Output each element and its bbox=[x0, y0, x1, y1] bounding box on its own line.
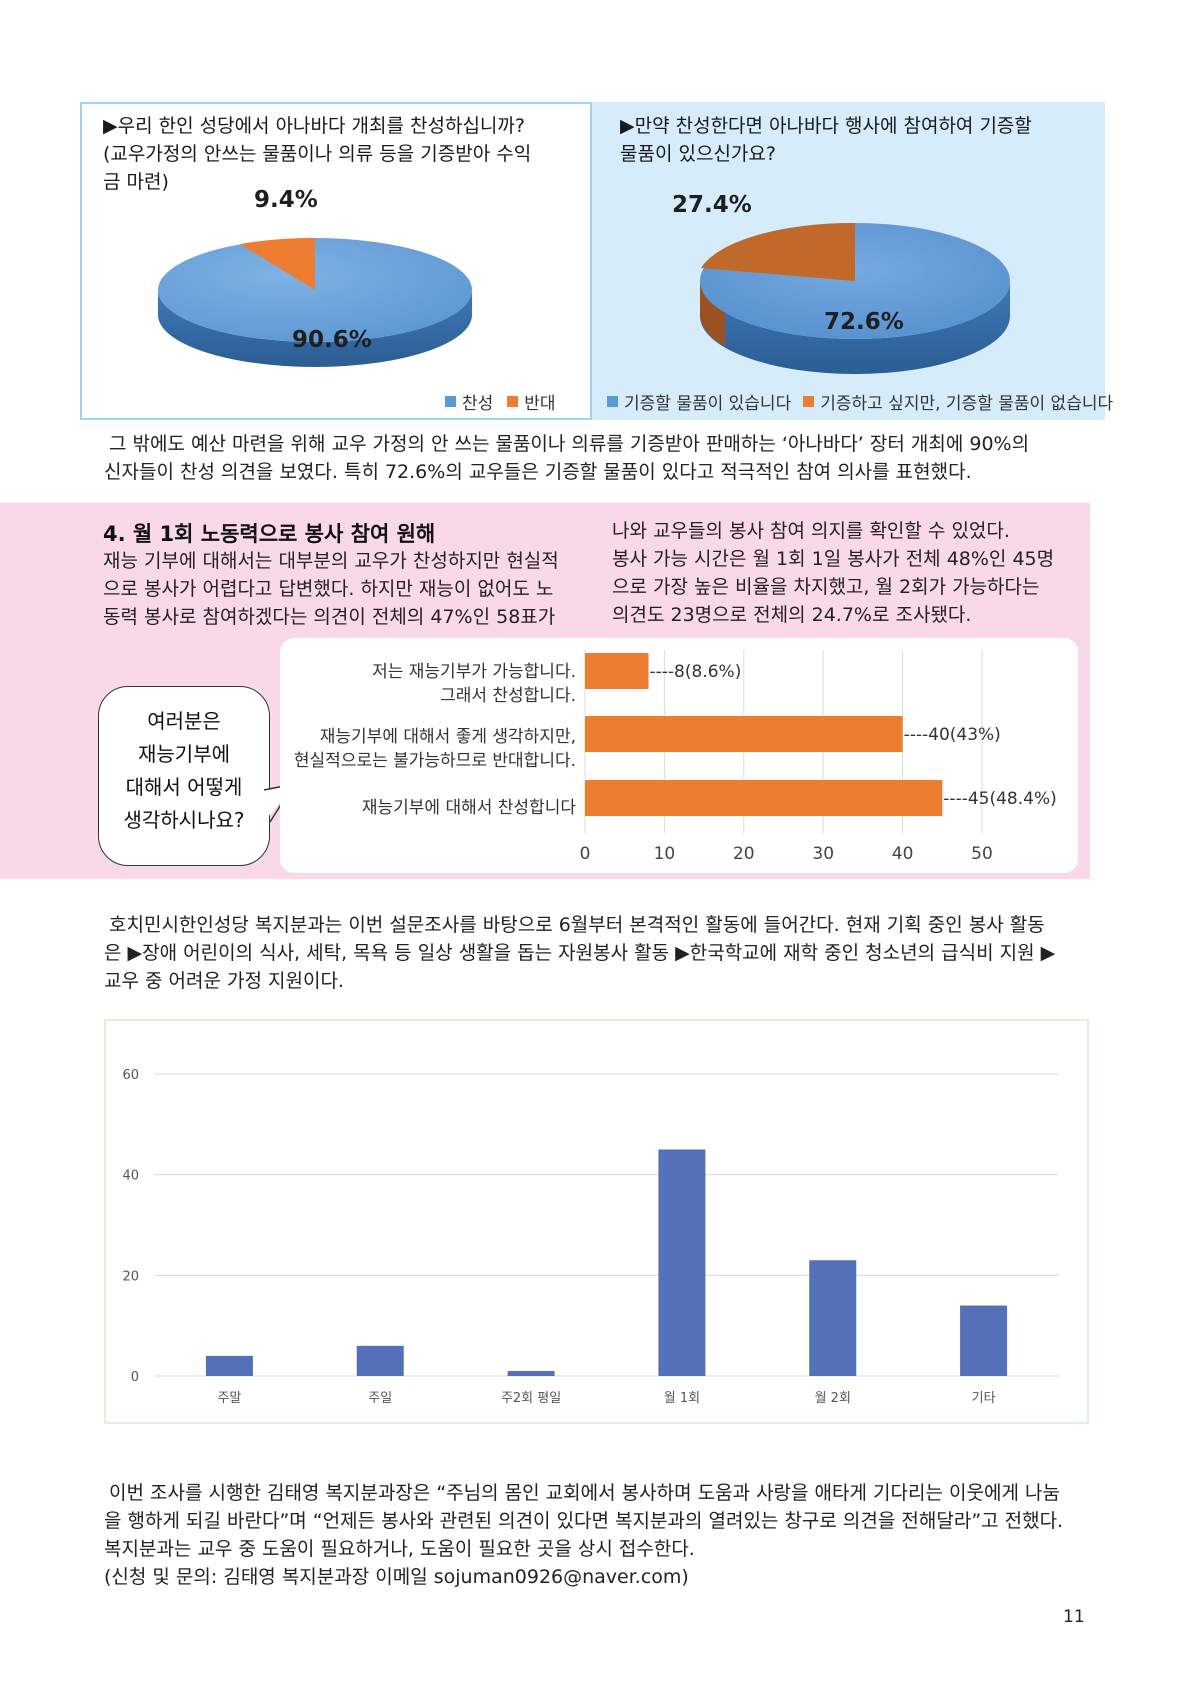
hbar-tick-label: 30 bbox=[812, 844, 834, 864]
survey2-question: ▶만약 찬성한다면 아나바다 행사에 참여하여 기증할 물품이 있으신가요? bbox=[620, 112, 1090, 168]
hbar-bar bbox=[585, 780, 943, 816]
bubble-line: 여러분은 bbox=[147, 709, 221, 733]
hbar-bar bbox=[585, 653, 649, 689]
hbar-tick-label: 0 bbox=[580, 844, 591, 864]
survey1-pie-side bbox=[158, 290, 472, 367]
survey2-pie-side bbox=[700, 281, 1010, 374]
survey2-no-items-pct: 27.4% bbox=[672, 192, 752, 218]
paragraph-2: 호치민시한인성당 복지분과는 이번 설문조사를 바탕으로 6월부터 본격적인 활… bbox=[104, 911, 1089, 995]
section4-right-text: 나와 교우들의 봉사 참여 의지를 확인할 수 있었다. 봉사 가능 시간은 월… bbox=[612, 517, 1082, 629]
section4-right-line: 나와 교우들의 봉사 참여 의지를 확인할 수 있었다. bbox=[612, 520, 1010, 542]
paragraph-3: 이번 조사를 시행한 김태영 복지분과장은 “주님의 몸인 교회에서 봉사하며 … bbox=[104, 1479, 1089, 1591]
page-number: 11 bbox=[1063, 1607, 1085, 1627]
survey2-has-items-pct: 72.6% bbox=[824, 309, 904, 335]
section4-left-line: 재능 기부에 대해서는 대부분의 교우가 찬성하지만 현실적 bbox=[103, 550, 559, 572]
hbar-category-line: 그래서 찬성합니다. bbox=[440, 686, 576, 706]
section4-bar-chart: 0 10 20 30 40 50 ----8(8.6%) ----40(43%) ----45(… bbox=[580, 650, 1057, 864]
legend-swatch-blue bbox=[445, 396, 456, 407]
hbar-value-label: ----8(8.6%) bbox=[650, 662, 742, 682]
survey2-legend: 기증할 물품이 있습니다 기증하고 싶지만, 기증할 물품이 없습니다 bbox=[607, 389, 1113, 414]
survey1-yes-pct: 90.6% bbox=[292, 327, 372, 353]
monthly-volunteer-bar-chart: 0 20 40 60 주말 주일 주2회 평일 월 1회 월 2회 기타 bbox=[122, 1068, 1059, 1406]
paragraph-line: 호치민시한인성당 복지분과는 이번 설문조사를 바탕으로 6월부터 본격적인 활… bbox=[109, 914, 1045, 936]
paragraph-1: 그 밖에도 예산 마련을 위해 교우 가정의 안 쓰는 물품이나 의류를 기증받… bbox=[104, 430, 1089, 486]
hbar-category-label: 재능기부에 대해서 찬성합니다 bbox=[280, 796, 576, 820]
hbar-tick-label: 40 bbox=[892, 844, 914, 864]
hbar-tick-label: 10 bbox=[654, 844, 676, 864]
hbar-category-line: 현실적으로는 불가능하므로 반대합니다. bbox=[293, 751, 576, 771]
legend-label-no: 반대 bbox=[524, 394, 556, 414]
hbar-category-line: 재능기부에 대해서 좋게 생각하지만, bbox=[319, 727, 576, 747]
paragraph-line: 신자들이 찬성 의견을 보였다. 특히 72.6%의 교우들은 기증할 물품이 … bbox=[104, 461, 972, 483]
section4-left-line: 동력 봉사로 참여하겠다는 의견이 전체의 47%인 58표가 bbox=[103, 606, 556, 628]
hbar-tick-label: 50 bbox=[971, 844, 993, 864]
survey1-question-line: ▶우리 한인 성당에서 아나바다 개최를 찬성하십니까? bbox=[103, 115, 525, 137]
hbar-value-label: ----45(48.4%) bbox=[943, 789, 1056, 809]
legend-label-no-items: 기증하고 싶지만, 기증할 물품이 없습니다 bbox=[820, 394, 1114, 414]
vbar-y-tick-label: 60 bbox=[122, 1068, 139, 1083]
paragraph-line: 복지분과는 교우 중 도움이 필요하거나, 도움이 필요한 곳을 상시 접수한다… bbox=[104, 1538, 695, 1560]
hbar-category-line: 재능기부에 대해서 찬성합니다 bbox=[361, 798, 576, 818]
survey2-pie-slice-no-items bbox=[701, 222, 855, 281]
bubble-line: 재능기부에 bbox=[138, 742, 230, 766]
paragraph-line: 이번 조사를 시행한 김태영 복지분과장은 “주님의 몸인 교회에서 봉사하며 … bbox=[109, 1482, 1060, 1504]
paragraph-line: 을 행하게 되길 바란다”며 “언제든 봉사와 관련된 의견이 있다면 복지분과… bbox=[104, 1510, 1064, 1532]
survey2-pie-chart bbox=[700, 222, 1010, 374]
hbar-category-label: 저는 재능기부가 가능합니다. 그래서 찬성합니다. bbox=[280, 660, 576, 708]
section4-title: 4. 월 1회 노동력으로 봉사 참여 원해 bbox=[103, 522, 436, 546]
survey1-pie-chart bbox=[158, 237, 472, 367]
vbar-y-tick-label: 0 bbox=[131, 1370, 139, 1385]
vbar-x-tick-label: 월 2회 bbox=[815, 1391, 851, 1406]
hbar-value-label: ----40(43%) bbox=[904, 725, 1001, 745]
speech-bubble: 여러분은 재능기부에 대해서 어떻게 생각하시나요? bbox=[98, 686, 270, 866]
vbar-x-tick-label: 기타 bbox=[972, 1391, 996, 1406]
survey2-question-line: 물품이 있으신가요? bbox=[620, 143, 776, 165]
hbar-bar bbox=[585, 716, 903, 752]
survey1-pie-slice-no bbox=[240, 237, 315, 290]
legend-label-yes: 찬성 bbox=[462, 394, 494, 414]
section4-right-line: 의견도 23명으로 전체의 24.7%로 조사됐다. bbox=[612, 604, 972, 626]
vbar-x-tick-label: 월 1회 bbox=[664, 1391, 700, 1406]
vbar-bar bbox=[658, 1149, 706, 1376]
hbar-category-label: 재능기부에 대해서 좋게 생각하지만, 현실적으로는 불가능하므로 반대합니다. bbox=[280, 725, 576, 773]
legend-label-has-items: 기증할 물품이 있습니다 bbox=[624, 394, 792, 414]
section4-right-line: 으로 가장 높은 비율을 차지했고, 월 2회가 가능하다는 bbox=[612, 576, 1040, 598]
vbar-y-tick-label: 20 bbox=[122, 1269, 139, 1284]
survey1-question-line: (교우가정의 안쓰는 물품이나 의류 등을 기증받아 수익 bbox=[103, 143, 532, 165]
hbar-category-line: 저는 재능기부가 가능합니다. bbox=[372, 662, 576, 682]
bubble-line: 생각하시나요? bbox=[123, 808, 245, 832]
vbar-bar bbox=[809, 1260, 857, 1376]
section4-left-text: 재능 기부에 대해서는 대부분의 교우가 찬성하지만 현실적 으로 봉사가 어렵… bbox=[103, 547, 593, 631]
section4-left-line: 으로 봉사가 어렵다고 답변했다. 하지만 재능이 없어도 노 bbox=[103, 578, 554, 600]
paragraph-line: 은 ▶장애 어린이의 식사, 세탁, 목욕 등 일상 생활을 돕는 자원봉사 활… bbox=[104, 942, 1056, 964]
bubble-line: 대해서 어떻게 bbox=[125, 775, 243, 799]
section4-chart-card bbox=[280, 638, 1078, 873]
speech-bubble-text: 여러분은 재능기부에 대해서 어떻게 생각하시나요? bbox=[99, 705, 269, 837]
hbar-tick-label: 20 bbox=[733, 844, 755, 864]
survey1-question-line: 금 마련) bbox=[103, 171, 169, 193]
paragraph-line: 그 밖에도 예산 마련을 위해 교우 가정의 안 쓰는 물품이나 의류를 기증받… bbox=[109, 433, 1030, 455]
legend-swatch-blue bbox=[607, 396, 618, 407]
vbar-bar bbox=[205, 1355, 253, 1376]
survey2-question-line: ▶만약 찬성한다면 아나바다 행사에 참여하여 기증할 bbox=[620, 115, 1032, 137]
survey1-question: ▶우리 한인 성당에서 아나바다 개최를 찬성하십니까? (교우가정의 안쓰는 … bbox=[103, 112, 583, 196]
vbar-y-tick-label: 40 bbox=[122, 1169, 139, 1184]
legend-swatch-orange bbox=[507, 396, 519, 407]
vbar-x-tick-label: 주2회 평일 bbox=[501, 1391, 561, 1406]
vbar-bar bbox=[356, 1345, 404, 1376]
section4-right-line: 봉사 가능 시간은 월 1회 1일 봉사가 전체 48%인 45명 bbox=[612, 548, 1055, 570]
paragraph-line: (신청 및 문의: 김태영 복지분과장 이메일 sojuman0926@nave… bbox=[104, 1566, 689, 1588]
survey1-legend: 찬성 반대 bbox=[445, 389, 556, 414]
survey1-no-pct: 9.4% bbox=[254, 187, 318, 213]
vbar-x-tick-label: 주일 bbox=[368, 1391, 392, 1406]
vbar-bar bbox=[507, 1370, 555, 1376]
monthly-volunteer-chart-frame bbox=[104, 1019, 1089, 1424]
vbar-x-tick-label: 주말 bbox=[217, 1391, 241, 1406]
legend-swatch-orange bbox=[803, 396, 815, 407]
vbar-bar bbox=[960, 1305, 1008, 1376]
paragraph-line: 교우 중 어려운 가정 지원이다. bbox=[104, 970, 344, 992]
